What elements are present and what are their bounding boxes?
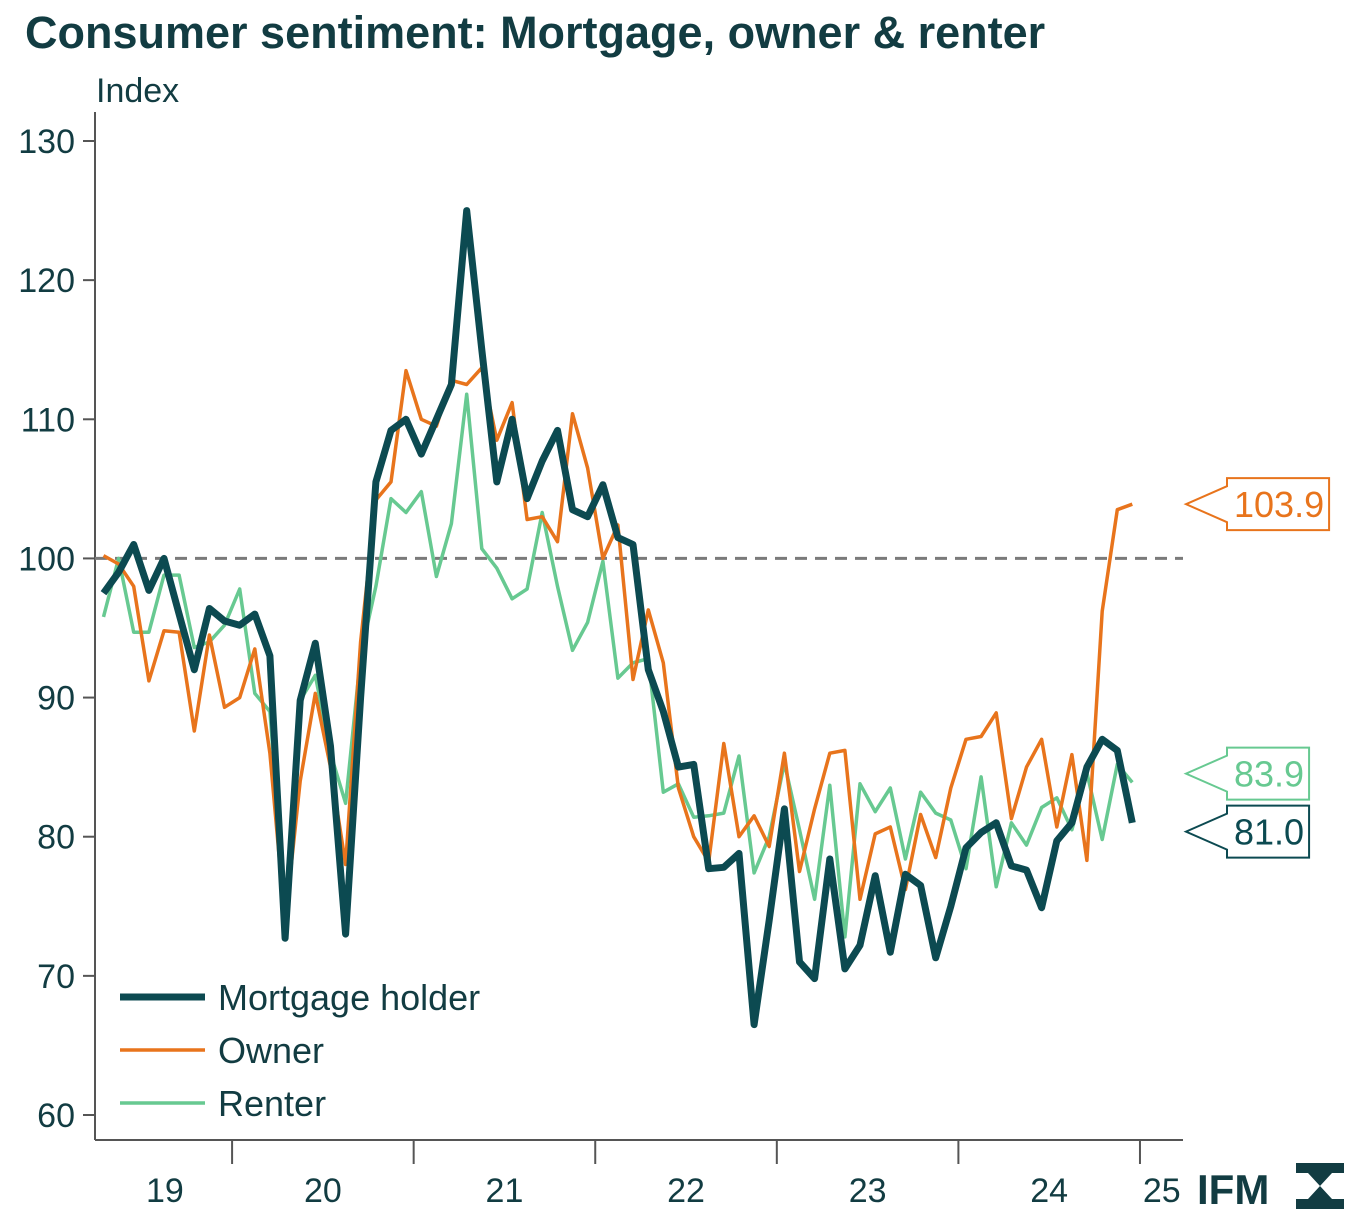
y-tick-label: 70: [37, 958, 75, 996]
end-label: 83.9: [1183, 746, 1311, 801]
y-tick-label: 80: [37, 819, 75, 857]
x-tick-label: 20: [304, 1172, 342, 1210]
x-tick-label: 22: [667, 1172, 705, 1210]
y-tick-label: 100: [18, 540, 75, 578]
end-label-box: [1183, 804, 1311, 859]
y-axis-label: Index: [96, 72, 179, 110]
series-line: [100, 207, 1136, 1029]
end-label: 103.9: [1183, 477, 1331, 532]
y-tick-label: 60: [37, 1097, 75, 1135]
end-label-text: 81.0: [1234, 812, 1304, 853]
x-tick-label: 19: [146, 1172, 184, 1210]
y-tick-label: 110: [21, 401, 75, 439]
legend-label: Owner: [218, 1030, 324, 1071]
chart-title: Consumer sentiment: Mortgage, owner & re…: [25, 7, 1045, 58]
end-label-text: 103.9: [1234, 484, 1324, 525]
end-label-box: [1183, 746, 1311, 801]
end-label-box: [1183, 477, 1331, 532]
x-tick-label: 21: [486, 1172, 524, 1210]
logo-text: IFM: [1197, 1166, 1269, 1213]
legend-label: Renter: [218, 1083, 326, 1124]
y-tick-label: 120: [18, 262, 75, 300]
end-label: 81.0: [1183, 804, 1311, 859]
legend-label: Mortgage holder: [218, 977, 480, 1018]
end-label-text: 83.9: [1234, 754, 1304, 795]
y-tick-label: 90: [37, 680, 75, 718]
x-tick-label: 24: [1030, 1172, 1068, 1210]
logo-icon: [1296, 1163, 1344, 1209]
y-tick-label: 130: [18, 123, 75, 161]
x-tick-label: 25: [1143, 1172, 1181, 1210]
x-tick-label: 23: [849, 1172, 887, 1210]
